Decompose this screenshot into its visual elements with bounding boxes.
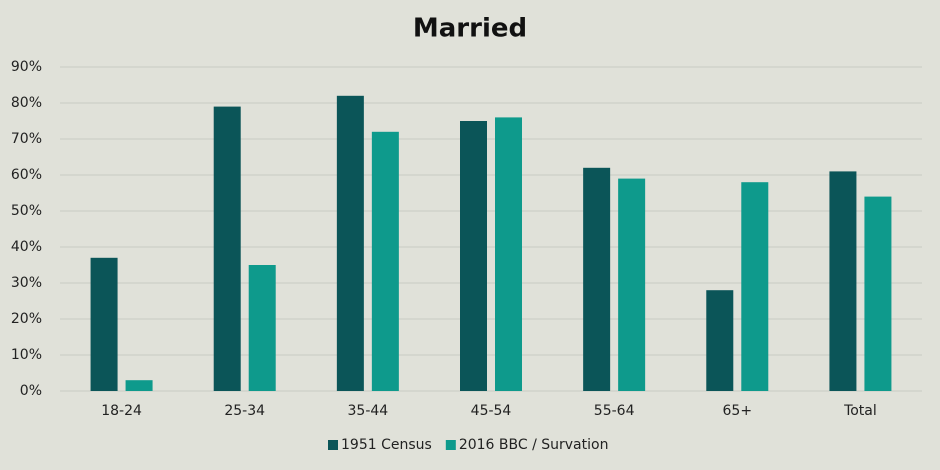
bar xyxy=(125,380,153,391)
bar xyxy=(336,95,364,392)
y-tick-label: 80% xyxy=(11,95,42,111)
y-tick-label: 40% xyxy=(11,239,42,255)
y-tick-label: 90% xyxy=(11,59,42,75)
x-tick-label: Total xyxy=(843,403,877,419)
y-tick-label: 50% xyxy=(11,203,42,219)
bar xyxy=(864,196,892,391)
bar xyxy=(371,131,399,392)
bar xyxy=(741,182,769,391)
x-tick-label: 25-34 xyxy=(224,403,265,419)
x-tick-label: 65+ xyxy=(723,403,753,419)
bar xyxy=(90,257,118,391)
legend-label: 2016 BBC / Survation xyxy=(459,437,609,453)
y-tick-label: 70% xyxy=(11,131,42,147)
x-tick-label: 35-44 xyxy=(348,403,389,419)
bar xyxy=(829,171,857,391)
legend-swatch xyxy=(445,440,456,450)
y-tick-label: 20% xyxy=(11,311,42,327)
x-tick-label: 18-24 xyxy=(101,403,142,419)
legend-swatch xyxy=(328,440,338,450)
bar xyxy=(495,117,522,392)
bar xyxy=(460,121,487,391)
y-tick-label: 60% xyxy=(11,167,42,183)
legend-label: 1951 Census xyxy=(341,437,432,453)
y-tick-label: 10% xyxy=(11,347,42,363)
bar xyxy=(248,265,276,391)
bar xyxy=(618,178,646,391)
x-tick-label: 55-64 xyxy=(594,403,635,419)
x-tick-label: 45-54 xyxy=(471,403,512,419)
y-tick-label: 30% xyxy=(11,275,42,291)
bar xyxy=(213,106,241,391)
bar xyxy=(706,290,734,391)
bar xyxy=(583,167,611,391)
chart-title: Married xyxy=(413,14,527,44)
y-tick-label: 0% xyxy=(20,383,42,399)
